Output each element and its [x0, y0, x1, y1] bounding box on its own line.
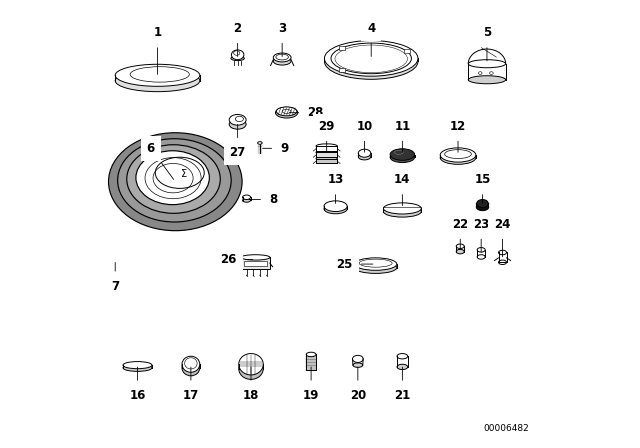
Ellipse shape [316, 150, 337, 155]
Ellipse shape [324, 204, 347, 214]
Text: 12: 12 [450, 120, 466, 152]
Ellipse shape [390, 152, 415, 163]
Text: 14: 14 [394, 173, 410, 206]
Ellipse shape [358, 154, 371, 160]
Ellipse shape [383, 206, 421, 217]
Ellipse shape [440, 148, 476, 162]
Ellipse shape [324, 41, 418, 76]
Ellipse shape [115, 69, 200, 92]
Bar [316, 146, 337, 151]
Ellipse shape [355, 258, 397, 270]
Ellipse shape [324, 201, 347, 211]
Ellipse shape [182, 356, 200, 372]
Ellipse shape [316, 144, 337, 148]
Text: 21: 21 [394, 367, 410, 402]
Ellipse shape [276, 107, 297, 116]
Text: 18: 18 [243, 367, 259, 402]
Text: 6: 6 [147, 142, 173, 180]
Ellipse shape [440, 151, 476, 164]
Ellipse shape [353, 355, 363, 362]
Text: 17: 17 [183, 367, 199, 402]
Bar [244, 260, 268, 266]
Ellipse shape [229, 115, 246, 125]
Ellipse shape [123, 364, 152, 371]
Text: 16: 16 [129, 367, 146, 402]
Text: 26: 26 [221, 253, 253, 266]
Ellipse shape [136, 151, 209, 205]
Text: 1: 1 [154, 26, 161, 74]
Bar [339, 68, 345, 72]
Ellipse shape [243, 198, 250, 202]
Ellipse shape [258, 142, 262, 144]
Bar [404, 49, 410, 53]
Text: 4: 4 [367, 22, 375, 56]
Text: 00006482: 00006482 [483, 424, 529, 433]
Ellipse shape [239, 353, 263, 375]
Text: 28: 28 [289, 106, 324, 119]
Ellipse shape [353, 363, 363, 367]
Text: 23: 23 [473, 217, 490, 252]
Ellipse shape [109, 133, 242, 231]
Ellipse shape [456, 244, 464, 249]
Ellipse shape [476, 203, 489, 211]
Text: 10: 10 [356, 120, 372, 152]
Ellipse shape [477, 199, 488, 207]
Text: 2: 2 [234, 22, 242, 56]
Ellipse shape [275, 108, 298, 118]
Text: 5: 5 [483, 26, 491, 61]
Ellipse shape [316, 156, 337, 161]
Text: 3: 3 [278, 22, 286, 56]
Text: 8: 8 [250, 193, 277, 206]
Text: 29: 29 [319, 120, 335, 152]
Ellipse shape [456, 250, 464, 254]
Ellipse shape [306, 352, 316, 357]
Ellipse shape [324, 44, 418, 79]
Ellipse shape [468, 60, 506, 68]
Bar [316, 152, 337, 157]
Text: 25: 25 [336, 258, 373, 271]
Text: 11: 11 [394, 120, 410, 152]
Ellipse shape [229, 119, 246, 129]
Text: 7: 7 [111, 263, 119, 293]
Ellipse shape [397, 364, 408, 370]
Ellipse shape [118, 139, 231, 222]
Ellipse shape [358, 149, 371, 157]
Text: 19: 19 [303, 367, 319, 402]
Text: 20: 20 [349, 367, 366, 402]
Text: $\Sigma$: $\Sigma$ [180, 167, 188, 179]
Ellipse shape [239, 358, 263, 379]
Ellipse shape [232, 50, 244, 60]
Ellipse shape [468, 76, 506, 84]
Ellipse shape [115, 64, 200, 86]
Ellipse shape [390, 149, 415, 160]
Bar [316, 159, 337, 164]
Bar [241, 258, 270, 268]
Ellipse shape [273, 53, 291, 62]
Text: 15: 15 [474, 173, 491, 203]
Text: 13: 13 [328, 173, 344, 203]
Ellipse shape [156, 157, 204, 188]
Ellipse shape [355, 262, 397, 273]
Ellipse shape [243, 195, 250, 199]
Text: 27: 27 [230, 125, 246, 159]
Ellipse shape [241, 255, 270, 260]
Ellipse shape [127, 145, 220, 213]
Ellipse shape [123, 362, 152, 369]
Text: 9: 9 [262, 142, 289, 155]
Ellipse shape [231, 56, 244, 60]
Ellipse shape [397, 353, 408, 359]
Ellipse shape [273, 57, 291, 65]
Ellipse shape [383, 203, 421, 214]
Text: 24: 24 [494, 217, 511, 257]
Bar [339, 46, 345, 50]
Ellipse shape [182, 360, 200, 376]
Text: 22: 22 [452, 217, 468, 248]
